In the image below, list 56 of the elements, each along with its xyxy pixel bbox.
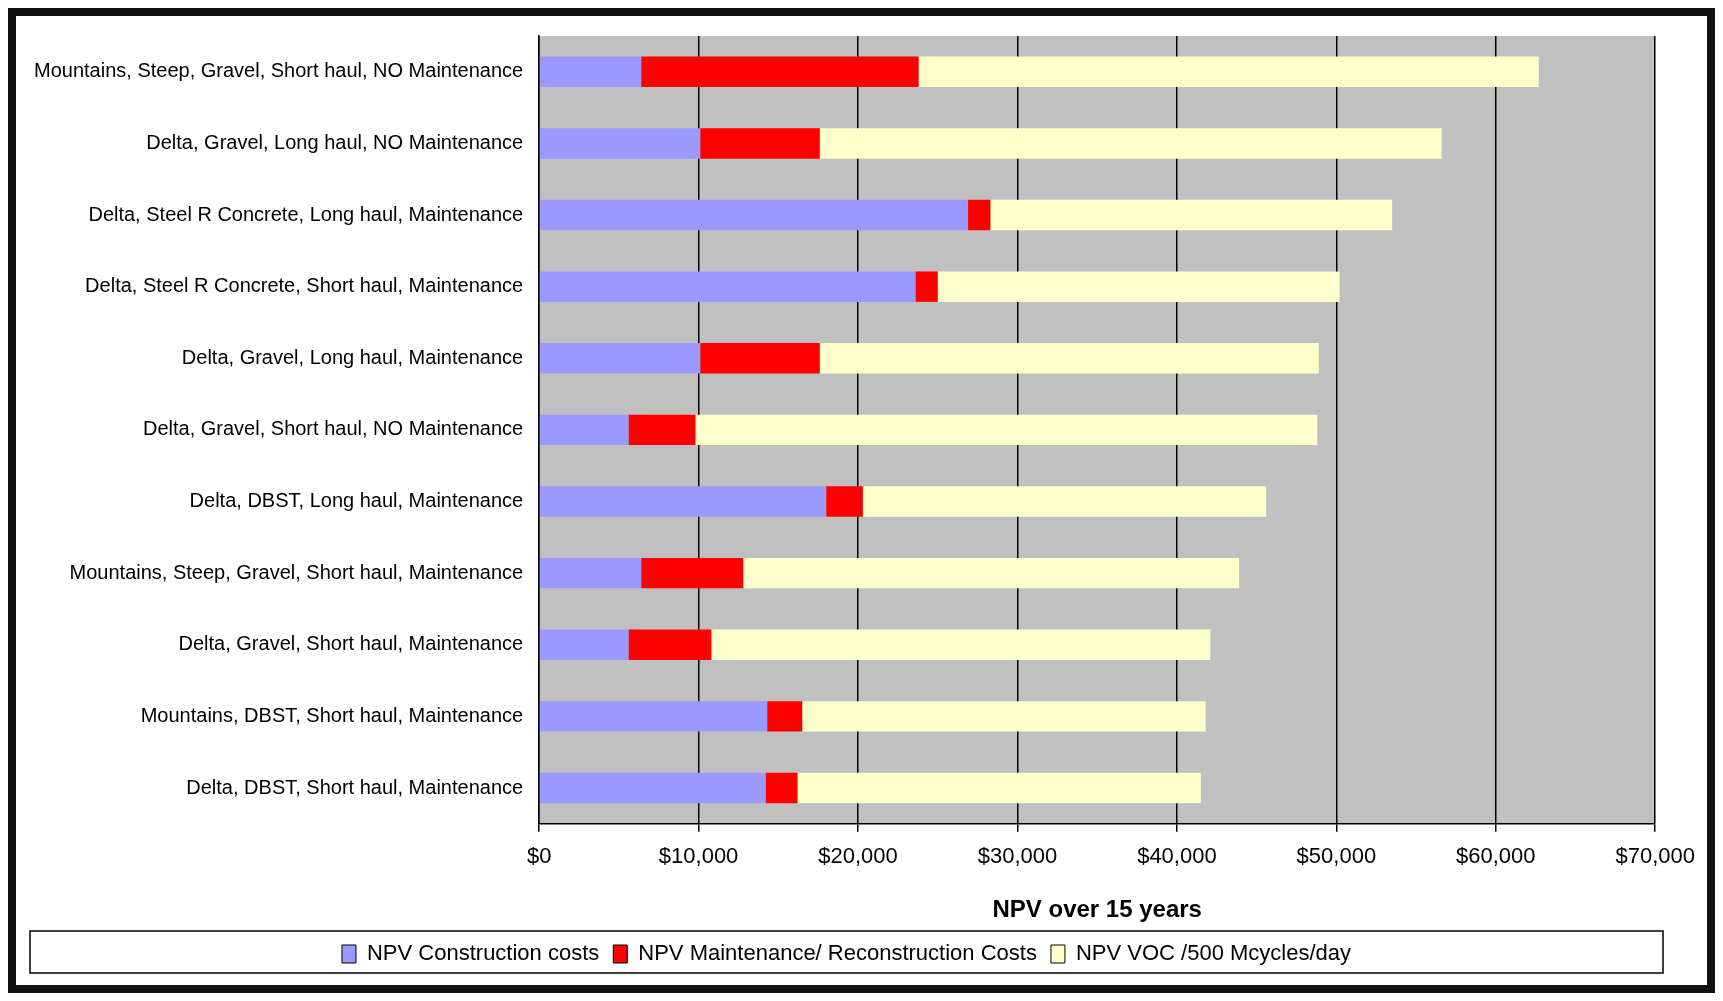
bar [539, 199, 969, 231]
y-tick-label: Delta, Gravel, Long haul, NO Maintenance [146, 130, 524, 153]
bar [539, 557, 642, 589]
bar [743, 557, 1240, 589]
bar [797, 772, 1201, 804]
bar [539, 701, 768, 732]
bar [819, 343, 1319, 374]
legend-label: NPV Maintenance/ Reconstruction Costs [638, 940, 1037, 966]
bar [539, 414, 629, 446]
x-tick-label: $20,000 [818, 843, 898, 869]
bar [915, 271, 938, 302]
bar [918, 56, 1539, 88]
bar [767, 701, 803, 732]
bar [641, 56, 919, 88]
bar [539, 128, 701, 159]
bar [628, 629, 712, 660]
y-tick-label: Delta, Steel R Concrete, Short haul, Maintenance [85, 274, 524, 297]
bar [819, 128, 1442, 159]
bar [539, 343, 701, 374]
bar [628, 414, 696, 446]
y-tick-label: Delta, DBST, Long haul, Maintenance [189, 489, 524, 512]
bar [641, 557, 744, 589]
bar [700, 128, 820, 159]
bar [765, 772, 798, 804]
bar [990, 199, 1393, 231]
bar [802, 701, 1206, 732]
x-tick-label: $10,000 [658, 843, 739, 869]
legend-label: NPV Construction costs [366, 940, 600, 966]
y-tick-label: Delta, Gravel, Short haul, Maintenance [178, 632, 524, 655]
x-tick-label: $70,000 [1615, 843, 1695, 869]
legend-label: NPV VOC /500 Mcycles/day [1075, 940, 1352, 966]
bar [826, 486, 863, 517]
bar [539, 56, 642, 88]
bar [937, 271, 1340, 302]
bar [539, 486, 827, 517]
x-tick-label: $0 [526, 843, 552, 869]
bar [862, 486, 1267, 517]
x-tick-label: $60,000 [1456, 843, 1536, 869]
x-tick-label: $40,000 [1137, 843, 1217, 869]
bar [539, 772, 766, 804]
x-tick-label: $50,000 [1296, 843, 1377, 869]
bar [695, 414, 1318, 446]
x-tick-label: $30,000 [977, 843, 1058, 869]
y-tick-label: Mountains, Steep, Gravel, Short haul, Maintenance [69, 560, 524, 583]
y-tick-label: Delta, Gravel, Long haul, Maintenance [181, 345, 524, 368]
y-tick-label: Delta, Gravel, Short haul, NO Maintenance [142, 417, 524, 440]
bar [711, 629, 1211, 660]
bar [539, 271, 916, 302]
y-tick-label: Mountains, Steep, Gravel, Short haul, NO Maintenance [33, 59, 524, 82]
bar [539, 629, 629, 660]
bar [700, 343, 820, 374]
y-tick-label: Delta, DBST, Short haul, Maintenance [186, 775, 524, 798]
y-tick-label: Mountains, DBST, Short haul, Maintenance [140, 703, 524, 726]
y-tick-label: Delta, Steel R Concrete, Long haul, Maintenance [88, 202, 524, 225]
x-axis-title: NPV over 15 years [992, 895, 1202, 923]
bar [968, 199, 991, 231]
